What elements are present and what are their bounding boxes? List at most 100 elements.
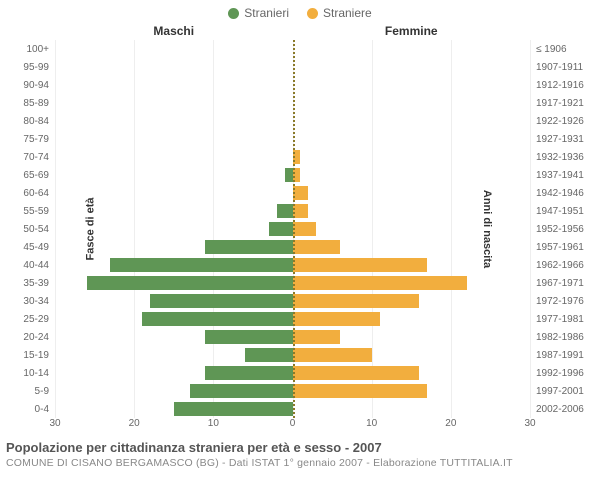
y-tick-age: 95-99 [23, 62, 55, 73]
chart-footer: Popolazione per cittadinanza straniera p… [0, 432, 600, 469]
bar-container-female [293, 292, 531, 310]
y-tick-age: 45-49 [23, 242, 55, 253]
section-title-right: Femmine [293, 24, 531, 38]
footer-subtitle: COMUNE DI CISANO BERGAMASCO (BG) - Dati … [6, 457, 594, 469]
bar-female [293, 294, 420, 308]
x-tick: 30 [49, 418, 60, 429]
legend: Stranieri Straniere [0, 0, 600, 20]
bar-container-female [293, 112, 531, 130]
y-tick-age: 100+ [26, 44, 55, 55]
y-tick-age: 65-69 [23, 170, 55, 181]
y-tick-age: 5-9 [35, 386, 55, 397]
bar-container-female [293, 76, 531, 94]
bar-container-male [55, 40, 293, 58]
y-tick-age: 0-4 [35, 404, 55, 415]
legend-swatch-female [307, 8, 318, 19]
bar-container-female [293, 184, 531, 202]
bar-female [293, 312, 380, 326]
bar-container-female [293, 94, 531, 112]
bar-container-female [293, 58, 531, 76]
bar-container-male [55, 364, 293, 382]
x-tick: 10 [366, 418, 377, 429]
y-tick-age: 25-29 [23, 314, 55, 325]
bar-female [293, 240, 341, 254]
legend-item-female: Straniere [307, 6, 372, 20]
bar-container-female [293, 202, 531, 220]
y-tick-age: 50-54 [23, 224, 55, 235]
bar-container-male [55, 346, 293, 364]
y-tick-birth: 1967-1971 [530, 278, 584, 289]
y-tick-birth: 1962-1966 [530, 260, 584, 271]
y-tick-birth: 1987-1991 [530, 350, 584, 361]
legend-item-male: Stranieri [228, 6, 289, 20]
bar-container-male [55, 256, 293, 274]
bar-container-male [55, 94, 293, 112]
y-tick-age: 35-39 [23, 278, 55, 289]
bar-container-female [293, 238, 531, 256]
center-divider [293, 40, 295, 418]
bar-container-female [293, 40, 531, 58]
y-tick-age: 60-64 [23, 188, 55, 199]
x-tick: 10 [208, 418, 219, 429]
bar-female [293, 384, 428, 398]
bar-container-male [55, 292, 293, 310]
y-tick-birth: ≤ 1906 [530, 44, 567, 55]
y-tick-birth: 1952-1956 [530, 224, 584, 235]
bar-container-female [293, 328, 531, 346]
section-title-left: Maschi [55, 24, 293, 38]
bar-male [269, 222, 293, 236]
bar-container-female [293, 310, 531, 328]
footer-title: Popolazione per cittadinanza straniera p… [6, 440, 594, 455]
y-tick-birth: 1922-1926 [530, 116, 584, 127]
bar-container-male [55, 400, 293, 418]
chart-area: Fasce di età Anni di nascita 100+≤ 19069… [55, 40, 530, 418]
bar-container-male [55, 310, 293, 328]
y-tick-age: 75-79 [23, 134, 55, 145]
bar-male [174, 402, 293, 416]
bar-female [293, 330, 341, 344]
bar-container-female [293, 130, 531, 148]
bar-container-female [293, 364, 531, 382]
y-tick-age: 70-74 [23, 152, 55, 163]
chart-root: Stranieri Straniere Maschi Femmine Fasce… [0, 0, 600, 500]
bar-female [293, 222, 317, 236]
y-tick-age: 15-19 [23, 350, 55, 361]
bar-male [245, 348, 293, 362]
y-tick-birth: 1977-1981 [530, 314, 584, 325]
bar-female [293, 276, 467, 290]
bar-container-male [55, 382, 293, 400]
bar-container-male [55, 130, 293, 148]
bar-container-male [55, 328, 293, 346]
y-tick-age: 55-59 [23, 206, 55, 217]
bar-container-male [55, 58, 293, 76]
bar-container-male [55, 148, 293, 166]
bar-container-female [293, 274, 531, 292]
y-tick-birth: 1992-1996 [530, 368, 584, 379]
bar-male [150, 294, 293, 308]
bar-container-male [55, 220, 293, 238]
x-tick: 20 [129, 418, 140, 429]
bar-container-female [293, 400, 531, 418]
bar-male [285, 168, 293, 182]
y-tick-age: 85-89 [23, 98, 55, 109]
y-tick-age: 90-94 [23, 80, 55, 91]
y-tick-birth: 1932-1936 [530, 152, 584, 163]
bar-container-female [293, 382, 531, 400]
y-tick-birth: 1972-1976 [530, 296, 584, 307]
x-tick: 30 [524, 418, 535, 429]
bar-container-female [293, 148, 531, 166]
bar-male [205, 366, 292, 380]
y-tick-birth: 2002-2006 [530, 404, 584, 415]
bar-female [293, 258, 428, 272]
bar-container-male [55, 76, 293, 94]
bar-male [87, 276, 293, 290]
y-tick-birth: 1957-1961 [530, 242, 584, 253]
bar-container-male [55, 274, 293, 292]
bar-male [142, 312, 292, 326]
bar-male [277, 204, 293, 218]
y-tick-birth: 1927-1931 [530, 134, 584, 145]
y-tick-age: 20-24 [23, 332, 55, 343]
y-tick-age: 80-84 [23, 116, 55, 127]
y-tick-age: 40-44 [23, 260, 55, 271]
bar-male [205, 240, 292, 254]
